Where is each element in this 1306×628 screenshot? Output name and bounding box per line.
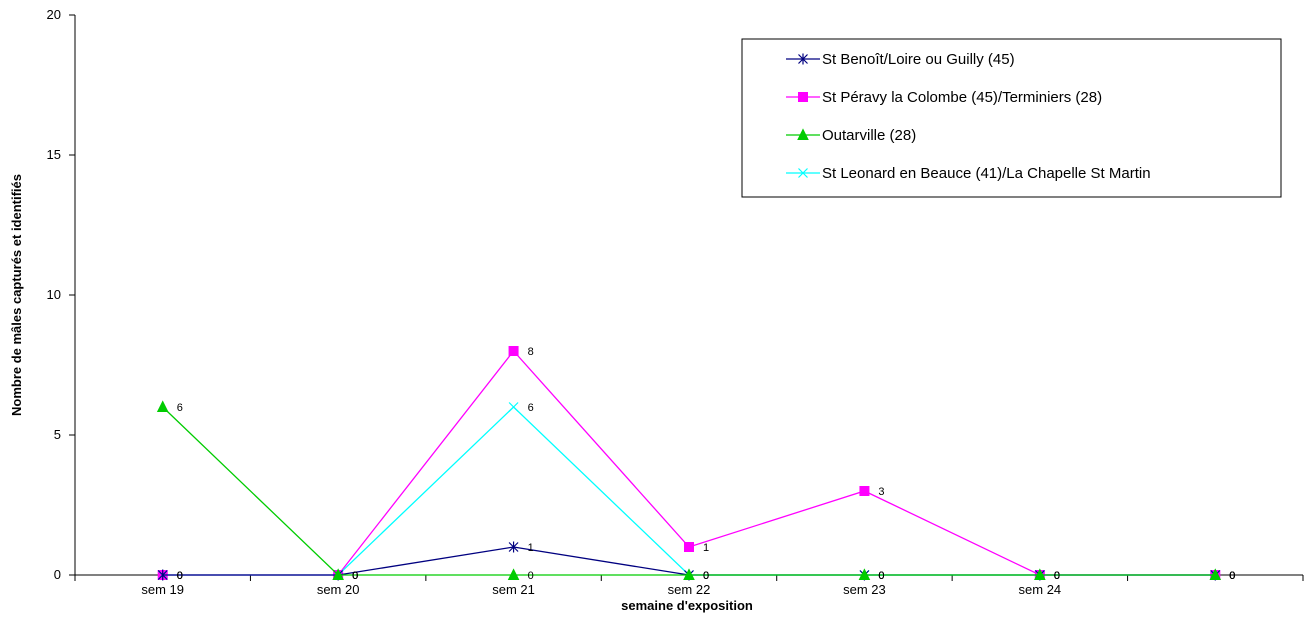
data-label: 0	[528, 570, 534, 582]
star-marker	[798, 53, 808, 65]
x-axis-title: semaine d'exposition	[621, 598, 753, 613]
data-point	[1034, 568, 1046, 580]
triangle-marker	[683, 568, 695, 580]
y-tick-label: 20	[47, 7, 61, 22]
legend: St Benoît/Loire ou Guilly (45) St Péravy …	[741, 38, 1282, 198]
x-tick-label: sem 19	[141, 582, 184, 597]
data-label: 6	[528, 402, 534, 414]
data-label: 0	[352, 570, 358, 582]
data-point	[508, 346, 519, 356]
triangle-marker	[332, 568, 344, 580]
series-2	[156, 400, 1222, 580]
data-label: 1	[528, 542, 534, 554]
data-label: 0	[352, 570, 358, 582]
data-point	[859, 486, 870, 496]
data-point	[684, 542, 694, 552]
data-point	[508, 541, 519, 553]
legend-item: St Benoît/Loire ou Guilly (45)	[786, 51, 1015, 68]
data-label: 0	[703, 570, 709, 582]
x-tick-label: sem 22	[668, 582, 711, 597]
data-label: 0	[1229, 570, 1235, 582]
data-point	[508, 402, 519, 412]
triangle-marker	[507, 568, 520, 580]
data-label: 0	[1054, 570, 1060, 582]
star-marker	[508, 541, 519, 553]
data-label: 8	[528, 346, 534, 358]
series-layer	[156, 346, 1222, 581]
square-marker	[508, 346, 519, 356]
square-marker	[798, 92, 808, 102]
data-label: 0	[1054, 570, 1060, 582]
data-point	[332, 568, 344, 580]
data-point	[157, 569, 168, 581]
star-marker	[157, 569, 168, 581]
data-label: 0	[1229, 570, 1235, 582]
data-point	[507, 568, 520, 580]
x-tick-label: sem 20	[317, 582, 360, 597]
data-label: 0	[352, 570, 358, 582]
y-tick-label: 5	[54, 427, 61, 442]
series-3	[157, 402, 1221, 580]
data-label: 0	[177, 570, 183, 582]
data-label: 0	[703, 570, 709, 582]
data-label: 0	[1054, 570, 1060, 582]
series-line	[162, 349, 1216, 576]
data-label: 6	[177, 402, 183, 414]
data-point	[858, 568, 871, 580]
y-tick-label: 0	[54, 567, 61, 582]
triangle-marker	[156, 400, 169, 412]
x-tick-label: sem 24	[1019, 582, 1062, 597]
data-label: 0	[1229, 570, 1235, 582]
data-label: 0	[352, 570, 358, 582]
data-label: 0	[177, 570, 183, 582]
legend-box	[741, 38, 1282, 198]
legend-label: St Leonard en Beauce (41)/La Chapelle St…	[822, 165, 1151, 182]
legend-label: Outarville (28)	[822, 127, 916, 144]
data-label: 0	[177, 570, 183, 582]
data-label: 1	[703, 542, 709, 554]
data-label: 0	[1229, 570, 1235, 582]
x-marker	[798, 168, 808, 178]
y-tick-label: 15	[47, 147, 61, 162]
data-point	[683, 568, 695, 580]
data-label: 0	[1054, 570, 1060, 582]
series-1	[157, 346, 1221, 580]
x-tick-label: sem 21	[492, 582, 535, 597]
data-point	[1209, 568, 1222, 580]
y-axis-title: Nombre de mâles capturés et identifiés	[9, 174, 24, 416]
legend-item: St Leonard en Beauce (41)/La Chapelle St…	[786, 165, 1151, 182]
legend-label: St Péravy la Colombe (45)/Terminiers (28…	[822, 89, 1102, 106]
square-marker	[859, 486, 870, 496]
triangle-marker	[1034, 568, 1046, 580]
x-marker	[508, 402, 519, 412]
legend-item: St Péravy la Colombe (45)/Terminiers (28…	[786, 89, 1102, 106]
y-tick-label: 10	[47, 287, 61, 302]
legend-label: St Benoît/Loire ou Guilly (45)	[822, 51, 1015, 68]
data-label: 0	[878, 570, 884, 582]
square-marker	[684, 542, 694, 552]
data-point	[156, 400, 169, 412]
data-label: 0	[878, 570, 884, 582]
data-label: 0	[878, 570, 884, 582]
legend-item: Outarville (28)	[786, 127, 916, 144]
triangle-marker	[858, 568, 871, 580]
triangle-marker	[797, 128, 809, 140]
data-label: 0	[703, 570, 709, 582]
x-tick-label: sem 23	[843, 582, 886, 597]
triangle-marker	[1209, 568, 1222, 580]
data-label: 3	[878, 486, 884, 498]
